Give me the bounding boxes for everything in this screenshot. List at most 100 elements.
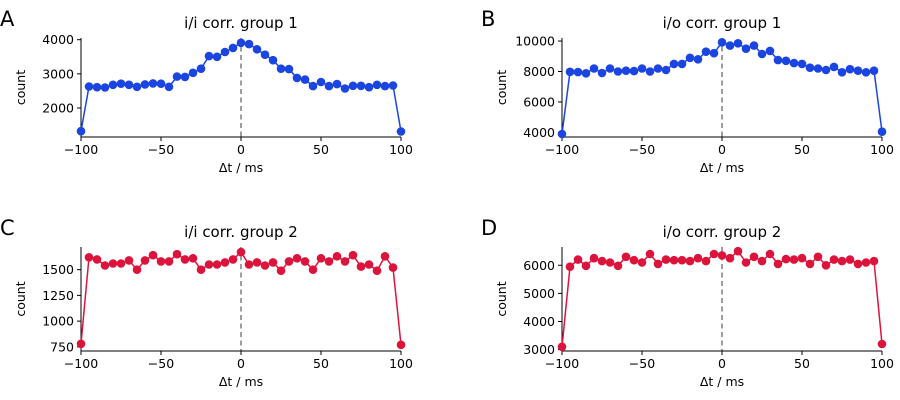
data-point [188,253,198,263]
data-point [140,256,150,265]
data-point [332,79,342,89]
data-point [669,59,679,69]
x-tick-label: −50 [148,356,174,371]
data-point [220,258,230,267]
data-point [589,64,599,73]
data-point [332,251,342,261]
data-point [276,266,286,276]
data-point [629,255,639,265]
y-tick-label: 1500 [42,262,74,277]
data-point [693,253,703,263]
data-point [108,259,118,268]
data-point [685,256,695,266]
data-point [717,251,727,260]
data-point [861,68,871,77]
data-point [180,72,190,82]
data-point [156,79,166,88]
data-point [316,77,326,87]
data-point [244,39,254,49]
data-point [372,266,382,276]
data-point [92,82,102,92]
data-point [829,62,839,72]
data-point [396,127,406,136]
data-point [685,53,695,63]
y-tick-label: 3000 [523,342,555,357]
data-point [156,257,166,266]
data-point [324,81,334,91]
data-point [653,259,663,269]
data-point [124,256,134,265]
data-point [92,255,102,264]
data-point [765,249,775,259]
data-point [693,55,703,64]
x-tick-label: 100 [389,356,413,371]
data-point [196,265,206,275]
data-point [597,68,607,78]
data-point [757,256,767,266]
data-point [613,261,623,271]
data-point [276,64,286,73]
data-point [829,255,839,264]
data-point [236,247,246,257]
x-axis-label: Δt / ms [219,374,263,389]
data-point [308,81,318,91]
data-point [356,81,366,91]
data-point [557,129,567,139]
data-point [396,340,406,350]
data-point [845,64,855,74]
x-tick-label: 100 [870,142,894,157]
chart-title: i/o corr. group 1 [663,14,782,32]
data-point [172,72,182,81]
data-point [124,80,134,90]
data-point [148,79,158,88]
data-point [180,255,190,264]
data-point [701,256,711,266]
data-point [597,256,607,266]
data-point [877,339,887,349]
data-point [324,257,334,266]
x-tick-label: 50 [313,356,329,371]
data-point [228,43,238,53]
data-point [781,56,791,66]
data-point [861,258,871,267]
data-point [757,49,767,59]
data-point [132,82,142,92]
y-tick-label: 4000 [523,125,555,140]
data-point [821,65,831,75]
data-point [84,82,94,91]
chart-title: i/i corr. group 2 [184,223,298,241]
data-point [204,260,214,269]
data-point [116,79,126,88]
data-point [308,265,318,275]
data-point [765,46,775,56]
data-point [284,64,294,74]
data-point [613,67,623,76]
data-point [220,47,230,57]
x-tick-label: −100 [64,142,98,157]
data-point [709,48,719,58]
data-point [388,81,398,90]
data-point [380,251,390,261]
x-tick-label: 100 [389,142,413,157]
y-axis-label: count [494,70,509,105]
x-tick-label: −100 [545,142,579,157]
data-point [300,257,310,266]
data-point [605,258,615,267]
data-point [773,259,783,269]
data-point [797,59,807,69]
data-point [380,81,390,91]
data-point [717,38,727,47]
data-point [356,262,366,271]
data-point [637,258,647,267]
data-point [300,75,310,84]
x-tick-label: 0 [718,356,726,371]
data-point [260,50,270,59]
data-point [100,83,110,92]
data-point [853,66,863,75]
data-point [797,253,807,263]
data-point [741,258,751,267]
data-point [573,255,583,264]
data-point [372,80,382,90]
